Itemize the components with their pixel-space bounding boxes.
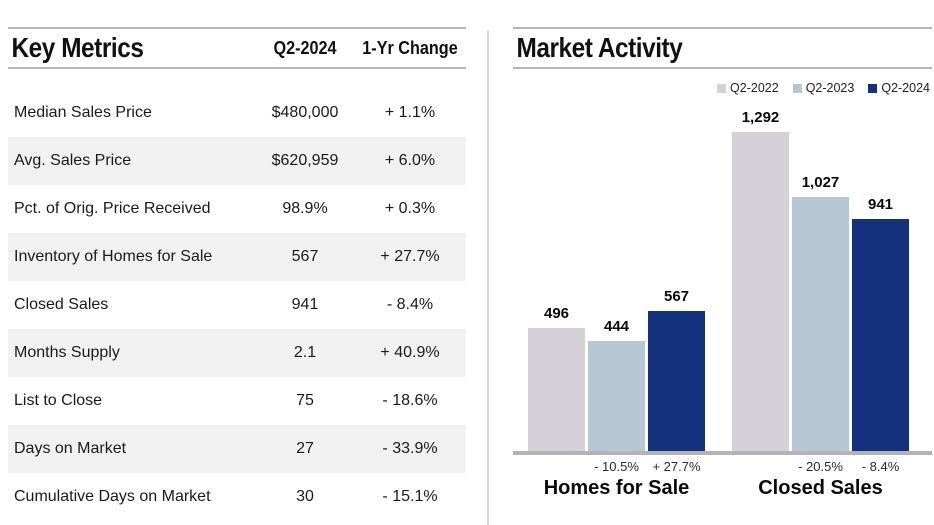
table-row: Avg. Sales Price $620,959 + 6.0% xyxy=(8,137,466,185)
key-metrics-panel: Key Metrics Q2-2024 1-Yr Change Median S… xyxy=(8,27,466,521)
market-activity-header: Market Activity xyxy=(513,27,932,69)
table-row: Days on Market 27 - 33.9% xyxy=(8,425,466,473)
metric-label: Closed Sales xyxy=(14,296,109,313)
metric-label: Cumulative Days on Market xyxy=(14,488,211,505)
column-header-1yr-change: 1-Yr Change xyxy=(362,37,458,58)
pct-change-label: - 10.5% xyxy=(594,459,639,474)
bar-homes-for-sale-q2-2022 xyxy=(528,328,585,451)
key-metrics-header: Key Metrics Q2-2024 1-Yr Change xyxy=(8,27,466,69)
metric-change: - 18.6% xyxy=(382,392,438,409)
metric-value: 941 xyxy=(291,296,319,313)
x-axis-line xyxy=(513,451,932,455)
bar-closed-sales-q2-2024 xyxy=(852,219,909,451)
bar-chart: 496 444 - 10.5% 567 + 27.7% Homes for Sale 1,2… xyxy=(513,27,932,525)
metric-label: Pct. of Orig. Price Received xyxy=(14,200,211,217)
bar-value-label: 1,027 xyxy=(801,174,840,191)
metric-label: Median Sales Price xyxy=(14,104,152,121)
legend-swatch-icon xyxy=(792,83,802,93)
legend-label: Q2-2024 xyxy=(881,81,930,95)
bar-homes-for-sale-q2-2024 xyxy=(648,311,705,451)
metric-change: + 27.7% xyxy=(380,248,440,265)
key-metrics-table: Median Sales Price $480,000 + 1.1% Avg. Sal… xyxy=(8,89,466,521)
metric-change: + 0.3% xyxy=(384,200,436,217)
legend-label: Q2-2023 xyxy=(805,81,855,95)
metric-change: + 1.1% xyxy=(384,104,436,121)
metric-label: List to Close xyxy=(14,392,103,409)
bar-closed-sales-q2-2022 xyxy=(732,132,789,451)
metric-change: + 6.0% xyxy=(384,152,436,169)
table-row: Inventory of Homes for Sale 567 + 27.7% xyxy=(8,233,466,281)
metric-value: $480,000 xyxy=(271,104,339,121)
metric-label: Avg. Sales Price xyxy=(14,152,132,169)
metric-value: 27 xyxy=(296,440,314,457)
market-activity-title: Market Activity xyxy=(516,32,683,63)
table-row: Closed Sales 941 - 8.4% xyxy=(8,281,466,329)
category-label-closed-sales: Closed Sales xyxy=(758,477,883,499)
market-activity-panel: Market Activity Q2-2022 Q2-2023 Q2-2024 49… xyxy=(513,27,932,525)
bar-value-label: 496 xyxy=(543,305,570,322)
metric-change: - 15.1% xyxy=(382,488,438,505)
metric-change: - 33.9% xyxy=(382,440,438,457)
metric-value: $620,959 xyxy=(271,152,339,169)
legend-swatch-icon xyxy=(868,83,878,93)
table-row: Median Sales Price $480,000 + 1.1% xyxy=(8,89,466,137)
metric-label: Days on Market xyxy=(14,440,127,457)
pct-change-label: - 8.4% xyxy=(861,459,900,474)
metric-label: Inventory of Homes for Sale xyxy=(14,248,213,265)
bar-value-label: 444 xyxy=(603,318,630,335)
panel-divider xyxy=(487,30,489,525)
metric-value: 2.1 xyxy=(293,344,317,361)
pct-change-label: - 20.5% xyxy=(798,459,843,474)
table-row: Months Supply 2.1 + 40.9% xyxy=(8,329,466,377)
legend-swatch-icon xyxy=(717,83,727,93)
metric-value: 30 xyxy=(296,488,314,505)
legend-item: Q2-2022 xyxy=(717,81,779,95)
legend-item: Q2-2023 xyxy=(792,81,855,95)
metric-value: 75 xyxy=(296,392,314,409)
key-metrics-title: Key Metrics xyxy=(11,32,144,63)
legend-item: Q2-2024 xyxy=(868,81,930,95)
chart-legend: Q2-2022 Q2-2023 Q2-2024 xyxy=(717,81,930,95)
bar-value-label: 1,292 xyxy=(741,109,780,126)
bar-closed-sales-q2-2023 xyxy=(792,197,849,451)
metric-change: - 8.4% xyxy=(386,296,434,313)
bar-value-label: 941 xyxy=(867,196,894,213)
column-header-q2-2024: Q2-2024 xyxy=(273,37,337,58)
table-row: Cumulative Days on Market 30 - 15.1% xyxy=(8,473,466,521)
metric-value: 567 xyxy=(291,248,319,265)
metric-change: + 40.9% xyxy=(380,344,440,361)
legend-label: Q2-2022 xyxy=(730,81,779,95)
metric-label: Months Supply xyxy=(14,344,120,361)
pct-change-label: + 27.7% xyxy=(652,459,701,474)
bar-homes-for-sale-q2-2023 xyxy=(588,341,645,451)
metric-value: 98.9% xyxy=(282,200,328,217)
table-row: Pct. of Orig. Price Received 98.9% + 0.3% xyxy=(8,185,466,233)
table-row: List to Close 75 - 18.6% xyxy=(8,377,466,425)
category-label-homes-for-sale: Homes for Sale xyxy=(543,477,690,499)
bar-value-label: 567 xyxy=(663,288,690,305)
